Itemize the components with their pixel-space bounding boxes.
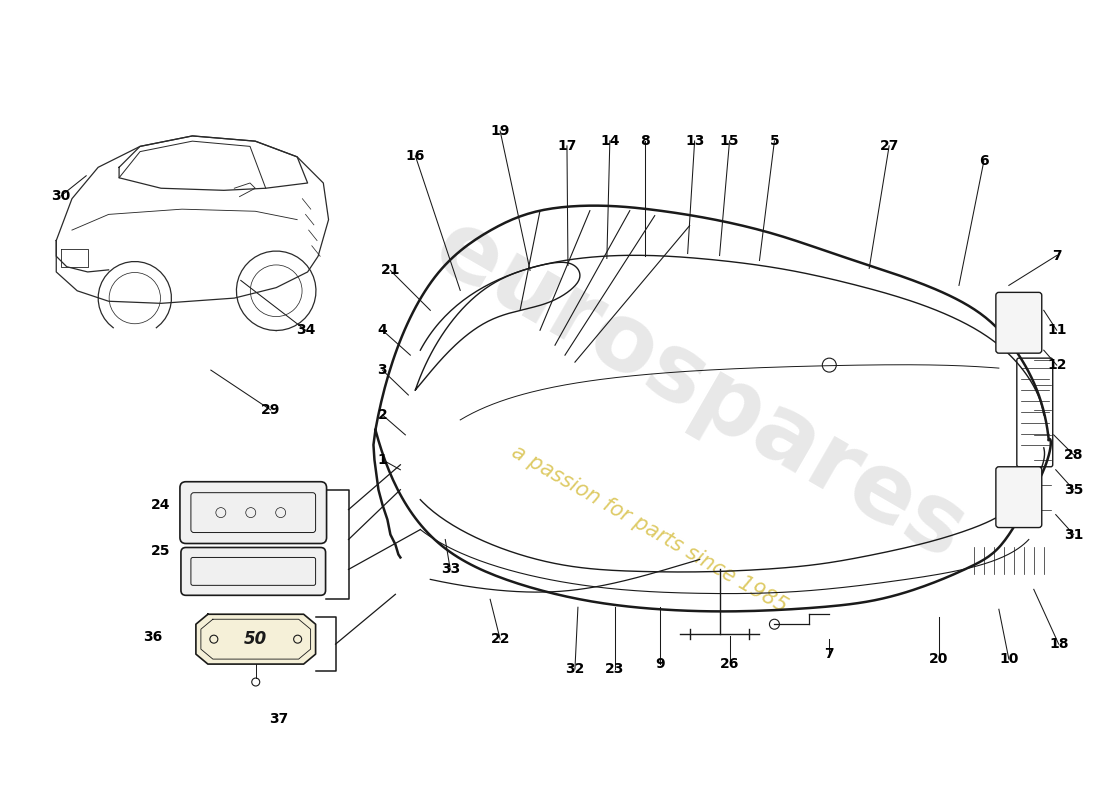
Text: 24: 24 (151, 498, 170, 512)
Text: 12: 12 (1047, 358, 1067, 372)
Text: 6: 6 (979, 154, 989, 168)
FancyBboxPatch shape (180, 547, 326, 595)
Text: 36: 36 (143, 630, 163, 644)
FancyBboxPatch shape (996, 292, 1042, 353)
Text: 2: 2 (377, 408, 387, 422)
Text: 3: 3 (377, 363, 387, 377)
Text: 25: 25 (151, 545, 170, 558)
Text: 9: 9 (654, 657, 664, 671)
Text: 27: 27 (880, 139, 899, 153)
Text: 34: 34 (296, 323, 316, 338)
Text: 28: 28 (1064, 448, 1084, 462)
Text: 31: 31 (1064, 527, 1084, 542)
Text: 32: 32 (565, 662, 584, 676)
Text: 8: 8 (640, 134, 650, 148)
Text: 50: 50 (244, 630, 267, 648)
Text: 20: 20 (930, 652, 948, 666)
Text: 35: 35 (1064, 482, 1084, 497)
Text: 15: 15 (719, 134, 739, 148)
Text: a passion for parts since 1985: a passion for parts since 1985 (508, 442, 791, 617)
Text: 33: 33 (441, 562, 460, 577)
Text: 5: 5 (770, 134, 779, 148)
Text: 7: 7 (825, 647, 834, 661)
Text: eurospares: eurospares (418, 201, 981, 579)
Text: 4: 4 (377, 323, 387, 338)
Text: 10: 10 (999, 652, 1019, 666)
Text: 30: 30 (52, 189, 70, 202)
Text: 22: 22 (491, 632, 510, 646)
Text: 13: 13 (685, 134, 704, 148)
Text: 14: 14 (601, 134, 619, 148)
Text: 26: 26 (719, 657, 739, 671)
Text: 16: 16 (406, 149, 425, 163)
Polygon shape (196, 614, 316, 664)
Text: 7: 7 (1052, 249, 1062, 262)
Text: 11: 11 (1047, 323, 1067, 338)
Text: 19: 19 (491, 124, 509, 138)
Text: 1: 1 (377, 453, 387, 466)
FancyBboxPatch shape (996, 466, 1042, 527)
Text: 23: 23 (605, 662, 625, 676)
Text: 17: 17 (558, 139, 576, 153)
Text: 29: 29 (261, 403, 280, 417)
Text: 21: 21 (381, 263, 400, 278)
FancyBboxPatch shape (180, 482, 327, 543)
Text: 37: 37 (270, 712, 288, 726)
Text: 18: 18 (1049, 637, 1068, 651)
